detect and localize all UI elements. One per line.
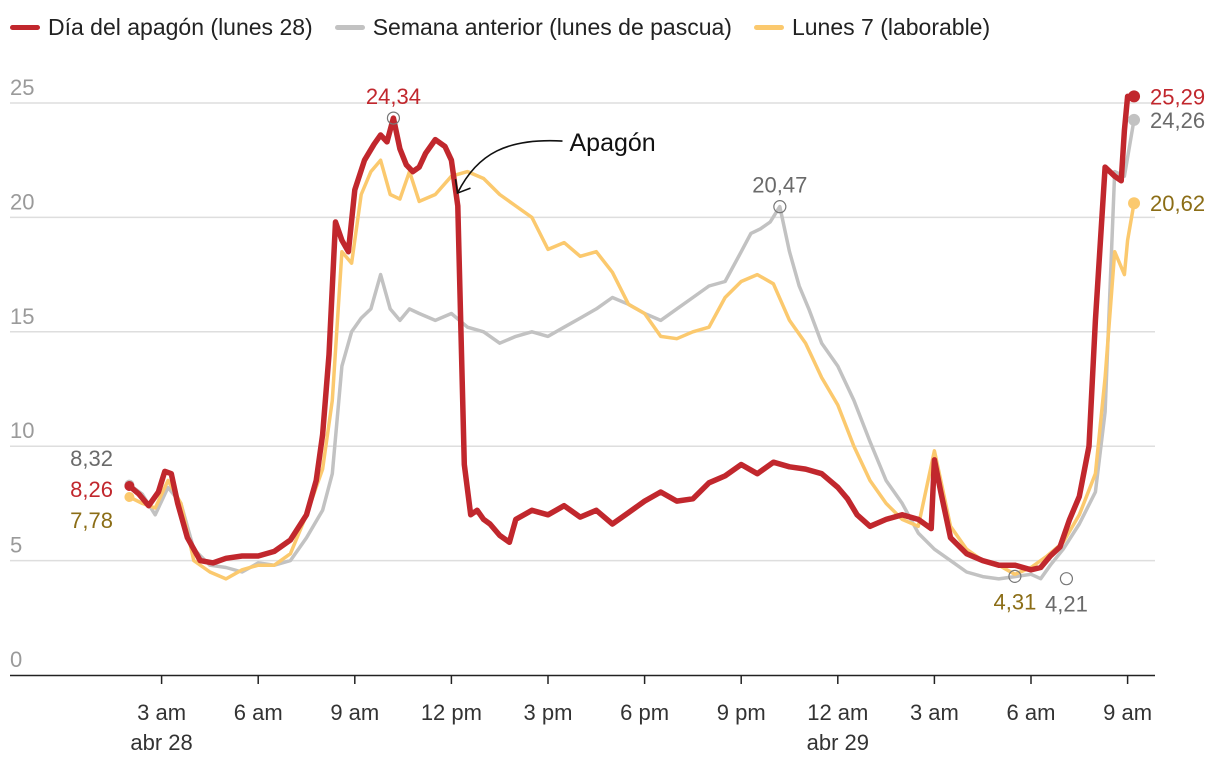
legend: Día del apagón (lunes 28) Semana anterio… (10, 14, 990, 41)
x-tick-label-10: 9 am (1103, 700, 1152, 725)
legend-label-yellow: Lunes 7 (laborable) (791, 14, 991, 40)
callout-arrowhead (454, 178, 471, 195)
y-axis: 0 5 10 15 20 25 (10, 75, 34, 672)
legend-label-red: Día del apagón (lunes 28) (48, 14, 313, 40)
x-tick-label-6: 9 pm (717, 700, 766, 725)
series-lines (126, 93, 1137, 581)
annotation-label-0: 24,34 (366, 84, 421, 109)
y-tick-label-20: 20 (10, 189, 34, 214)
annotation-circle-1 (773, 200, 787, 214)
x-tick-label-3: 12 pm (421, 700, 482, 725)
legend-label-gray: Semana anterior (lunes de pascua) (372, 14, 732, 40)
start-label-gray: 8,32 (70, 446, 113, 471)
annotation-label-1: 20,47 (752, 173, 807, 198)
grid (10, 102, 1155, 562)
start-dot-red (124, 481, 135, 492)
annotation-label-3: 4,21 (1045, 592, 1088, 617)
end-label-gray: 24,26 (1150, 108, 1205, 133)
legend-item-yellow[interactable]: Lunes 7 (laborable) (753, 14, 991, 41)
start-dot-yellow (124, 491, 135, 502)
series-line-yellow (127, 158, 1136, 581)
x-tick-label-7: 12 am (807, 700, 868, 725)
end-dot-yellow (1128, 197, 1141, 210)
end-dot-red (1128, 90, 1141, 103)
end-dot-gray (1128, 113, 1141, 126)
legend-swatch-yellow (753, 25, 784, 30)
legend-item-gray[interactable]: Semana anterior (lunes de pascua) (334, 14, 732, 41)
x-tick-label-5: 6 pm (620, 700, 669, 725)
y-tick-label-25: 25 (10, 75, 34, 100)
x-tick-sublabel-0: abr 28 (130, 730, 192, 755)
start-label-red: 8,26 (70, 477, 113, 502)
y-tick-label-0: 0 (10, 647, 22, 672)
x-axis: 3 am abr 28 6 am 9 am 12 pm 3 pm 6 pm 9 pm 12 am… (10, 674, 1155, 755)
legend-swatch-red (10, 25, 40, 30)
x-tick-label-2: 9 am (330, 700, 379, 725)
series-line-red (126, 93, 1137, 573)
x-tick-label-0: 3 am (137, 700, 186, 725)
x-tick-sublabel-7: abr 29 (807, 730, 869, 755)
x-tick-label-8: 3 am (910, 700, 959, 725)
x-tick-label-4: 3 pm (524, 700, 573, 725)
annotation-circle-3 (1059, 572, 1074, 586)
start-label-yellow: 7,78 (70, 508, 113, 533)
annotation-label-2: 4,31 (993, 589, 1036, 614)
legend-swatch-gray (334, 25, 365, 30)
end-label-yellow: 20,62 (1150, 191, 1205, 216)
x-tick-label-1: 6 am (234, 700, 283, 725)
end-label-red: 25,29 (1150, 84, 1205, 109)
y-tick-label-10: 10 (10, 418, 34, 443)
markers (124, 90, 1141, 586)
y-tick-label-5: 5 (10, 533, 22, 558)
callout-label: Apagón (570, 129, 656, 157)
annotation-circle-2 (1008, 569, 1022, 583)
y-tick-label-15: 15 (10, 304, 34, 329)
x-tick-label-9: 6 am (1007, 700, 1056, 725)
callout-arrow (456, 139, 563, 194)
annotation-circle-0 (386, 111, 401, 125)
legend-item-red[interactable]: Día del apagón (lunes 28) (10, 14, 313, 41)
